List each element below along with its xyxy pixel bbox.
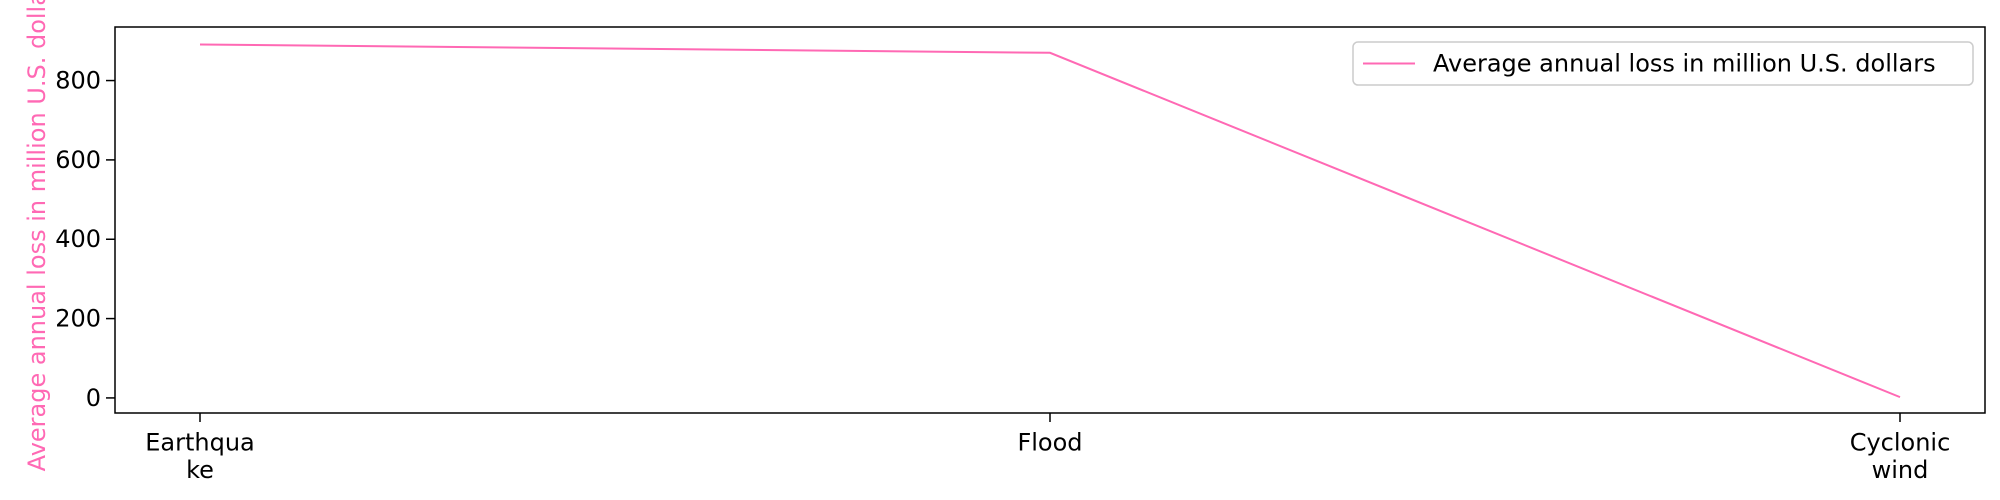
y-tick-label: 600	[55, 146, 101, 174]
y-axis-label: Average annual loss in million U.S. doll…	[23, 0, 51, 471]
y-tick-label: 0	[86, 384, 101, 412]
series-line	[199, 43, 1901, 399]
y-axis-label-group: Average annual loss in million U.S. doll…	[23, 0, 51, 471]
y-tick-label: 200	[55, 305, 101, 333]
y-tick-label: 800	[55, 67, 101, 95]
y-axis: 0 200 400 600 800	[55, 67, 115, 412]
x-tick-label: Flood	[1017, 428, 1082, 456]
y-tick-label: 400	[55, 225, 101, 253]
series-layer	[199, 43, 1901, 399]
legend-entry-label: Average annual loss in million U.S. doll…	[1433, 50, 1936, 78]
legend: Average annual loss in million U.S. doll…	[1352, 41, 1974, 86]
x-axis: Earthqua ke Flood Cyclonic wind	[145, 413, 1950, 484]
x-tick-label: Cyclonic wind	[1850, 428, 1951, 484]
x-tick-label: Earthqua ke	[145, 428, 255, 484]
legend-box	[1352, 41, 1974, 86]
